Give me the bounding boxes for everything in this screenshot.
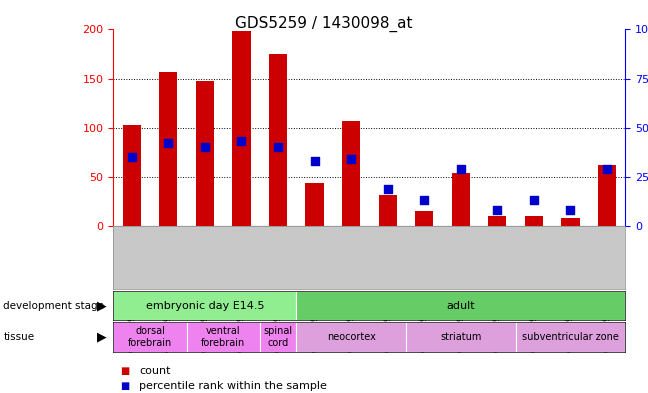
Bar: [159, 72, 178, 226]
Bar: [269, 54, 287, 226]
Text: tissue: tissue: [3, 332, 34, 342]
Point: [236, 138, 246, 145]
Bar: [561, 218, 579, 226]
Bar: [232, 31, 251, 226]
Text: ■: ■: [120, 366, 129, 376]
Text: neocortex: neocortex: [327, 332, 375, 342]
Bar: [260, 322, 296, 352]
Point: [529, 197, 539, 204]
Text: ▶: ▶: [97, 331, 107, 343]
Bar: [488, 216, 507, 226]
Bar: [296, 322, 406, 352]
Point: [382, 185, 393, 192]
Point: [456, 166, 466, 172]
Bar: [113, 322, 187, 352]
Text: count: count: [139, 366, 171, 376]
Point: [126, 154, 137, 160]
Point: [346, 156, 356, 162]
Point: [163, 140, 174, 147]
Bar: [342, 121, 360, 226]
Text: ■: ■: [120, 381, 129, 391]
Point: [273, 144, 283, 151]
Point: [309, 158, 319, 164]
Text: dorsal
forebrain: dorsal forebrain: [128, 326, 172, 348]
Bar: [378, 195, 397, 226]
Text: development stage: development stage: [3, 301, 104, 310]
Text: spinal
cord: spinal cord: [263, 326, 292, 348]
Point: [419, 197, 430, 204]
Text: striatum: striatum: [440, 332, 481, 342]
Bar: [196, 81, 214, 226]
Bar: [516, 322, 625, 352]
Text: percentile rank within the sample: percentile rank within the sample: [139, 381, 327, 391]
Bar: [406, 322, 516, 352]
Text: subventricular zone: subventricular zone: [522, 332, 619, 342]
Bar: [598, 165, 616, 226]
Bar: [296, 291, 625, 320]
Point: [565, 207, 575, 213]
Text: GDS5259 / 1430098_at: GDS5259 / 1430098_at: [235, 16, 413, 32]
Bar: [113, 291, 296, 320]
Bar: [525, 216, 543, 226]
Text: adult: adult: [446, 301, 475, 310]
Point: [200, 144, 210, 151]
Bar: [187, 322, 260, 352]
Text: embryonic day E14.5: embryonic day E14.5: [146, 301, 264, 310]
Text: ▶: ▶: [97, 299, 107, 312]
Bar: [122, 125, 141, 226]
Point: [602, 166, 612, 172]
Bar: [452, 173, 470, 226]
Bar: [305, 183, 323, 226]
Text: ventral
forebrain: ventral forebrain: [201, 326, 245, 348]
Point: [492, 207, 503, 213]
Bar: [415, 211, 434, 226]
